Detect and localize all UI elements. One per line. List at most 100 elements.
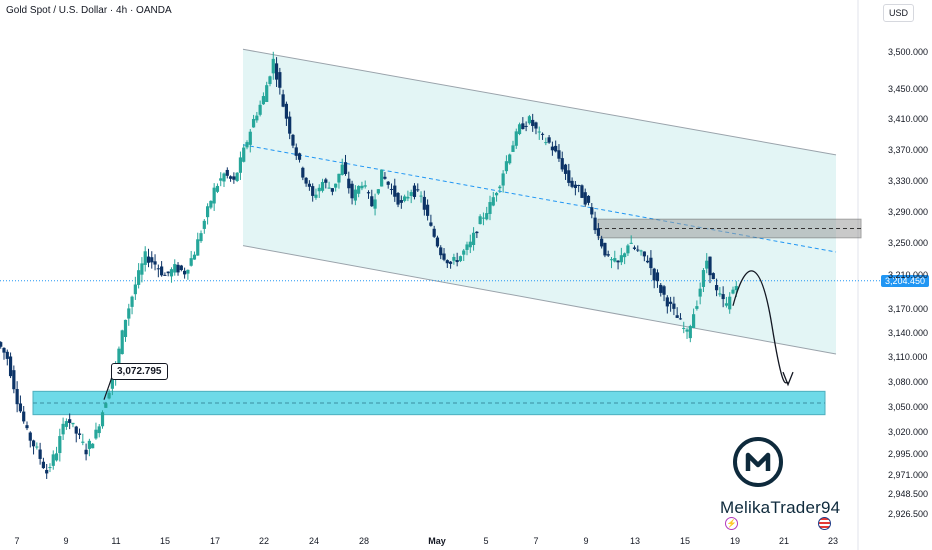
currency-button[interactable]: USD (883, 4, 915, 22)
candle-body (445, 260, 449, 264)
y-tick-label: 3,170.000 (888, 304, 929, 314)
candle-body (107, 392, 111, 399)
candle-body (521, 123, 525, 130)
candle-body (389, 188, 394, 190)
candle-body (189, 258, 193, 266)
lightning-icon[interactable]: ⚡ (725, 517, 738, 530)
x-tick-label: 17 (209, 536, 221, 546)
candle-body (494, 192, 499, 196)
y-tick-label: 2,926.500 (888, 509, 929, 519)
candle-body (468, 241, 472, 248)
candle-body (120, 330, 124, 355)
candle-body (363, 185, 367, 187)
y-tick-label: 3,110.000 (888, 352, 928, 362)
candle-body (488, 202, 492, 214)
candle-body (12, 370, 16, 390)
candle-body (268, 76, 272, 85)
candle-body (383, 176, 387, 179)
candle-body (544, 142, 548, 144)
candle-body (245, 142, 249, 148)
candle-body (304, 177, 308, 184)
candle-body (183, 270, 187, 275)
candle-body (84, 449, 88, 455)
candle-body (580, 185, 584, 198)
candle-body (452, 256, 456, 261)
candle-body (422, 196, 426, 210)
candle-body (498, 186, 502, 189)
channel-top-line (242, 48, 837, 156)
candle-body (219, 178, 223, 181)
candle-body (714, 285, 719, 291)
x-tick-label: 11 (111, 536, 121, 546)
candle-body (531, 119, 535, 126)
candle-body (186, 269, 190, 274)
candle-body (100, 412, 105, 427)
candle-body (623, 253, 627, 258)
candle-body (511, 145, 515, 152)
candle-body (68, 419, 72, 423)
candle-body (471, 232, 476, 245)
candle-body (15, 389, 19, 405)
candle-body (701, 270, 706, 287)
candle-body (117, 348, 121, 365)
candle-body (137, 270, 141, 285)
candle-body (448, 261, 453, 264)
candle-body (540, 133, 545, 135)
candle-body (583, 192, 587, 205)
candle-body (35, 446, 39, 448)
candle-body (435, 237, 440, 247)
y-tick-label: 3,290.000 (888, 207, 929, 217)
candle-body (691, 314, 696, 329)
candle-body (51, 454, 55, 466)
candle-body (301, 167, 305, 178)
channel-fill (243, 49, 836, 355)
candle-body (5, 351, 9, 359)
candle-body (632, 247, 637, 249)
candle-body (373, 199, 377, 209)
candle-body (255, 115, 259, 121)
candle-body (475, 231, 479, 234)
candle-body (478, 216, 482, 225)
us-flag-icon[interactable] (818, 517, 831, 530)
candle-body (235, 172, 239, 181)
candle-body (554, 145, 558, 152)
candle-body (130, 296, 134, 307)
candle-body (573, 184, 577, 189)
candle-body (251, 118, 256, 128)
y-tick-label: 3,370.000 (888, 145, 929, 155)
candle-body (409, 192, 413, 196)
candle-body (609, 259, 614, 261)
candle-body (527, 116, 532, 124)
candle-body (202, 220, 206, 229)
candle-body (166, 271, 170, 274)
candle-body (524, 125, 528, 127)
candle-body (419, 195, 423, 197)
x-tick-label: 24 (308, 536, 320, 546)
candle-body (380, 169, 384, 187)
candle-body (41, 461, 46, 469)
candle-body (665, 297, 669, 307)
candle-body (386, 181, 390, 185)
candle-body (288, 116, 292, 134)
candle-body (291, 134, 295, 146)
brand-name: MelikaTrader94 (720, 498, 841, 517)
candle-body (570, 180, 574, 187)
candle-body (77, 433, 82, 435)
candle-body (278, 72, 282, 88)
candle-body (429, 222, 433, 226)
candle-body (61, 423, 65, 435)
candle-body (586, 195, 591, 203)
candle-body (458, 256, 463, 262)
x-tick-label: May (428, 536, 446, 546)
candle-body (153, 261, 157, 265)
candle-body (317, 187, 321, 192)
candle-body (485, 213, 489, 220)
candle-body (311, 186, 315, 196)
candle-body (18, 403, 23, 412)
x-tick-label: 28 (358, 536, 370, 546)
candle-body (606, 254, 610, 256)
y-tick-label: 3,450.000 (888, 84, 929, 94)
candle-body (672, 303, 676, 309)
candle-body (613, 258, 617, 262)
